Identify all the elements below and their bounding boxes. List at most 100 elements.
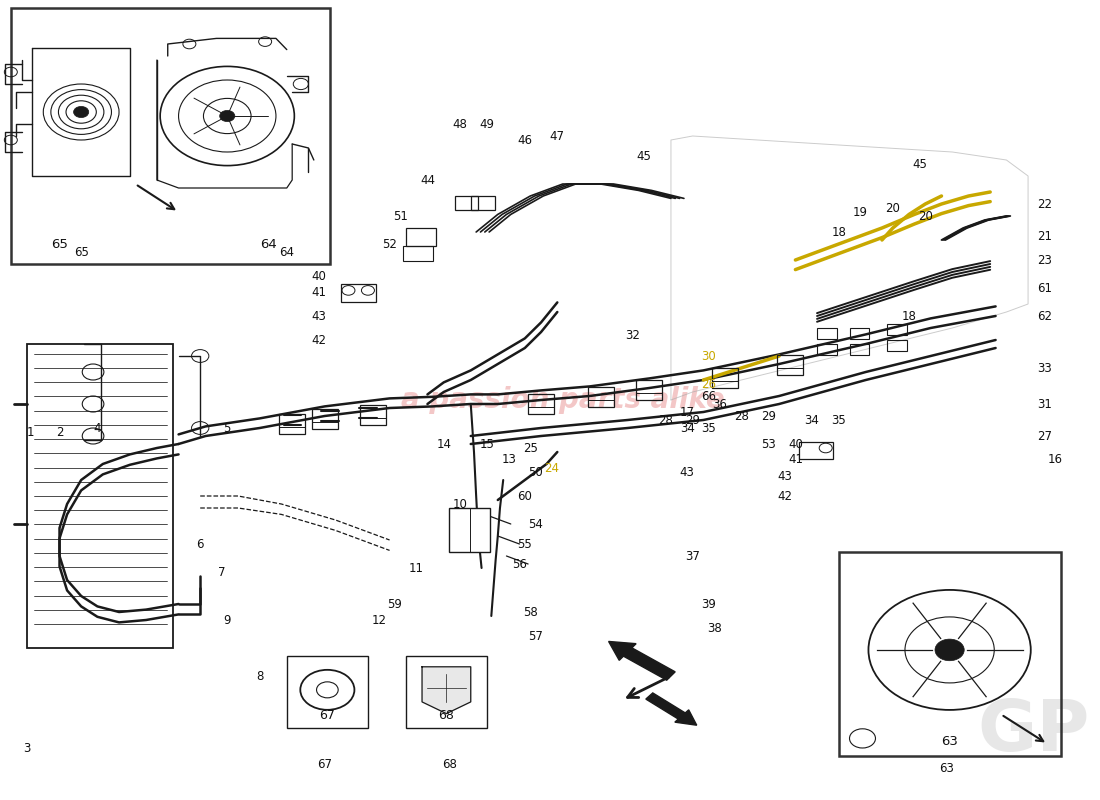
Circle shape — [935, 639, 965, 661]
Text: 48: 48 — [452, 118, 468, 130]
Text: a passion parts alike: a passion parts alike — [400, 386, 725, 414]
Bar — [817, 344, 836, 355]
FancyArrow shape — [608, 642, 675, 680]
FancyArrow shape — [646, 693, 696, 726]
Text: 49: 49 — [480, 118, 495, 130]
Text: 63: 63 — [942, 735, 958, 748]
Text: 52: 52 — [382, 238, 397, 250]
Text: 60: 60 — [517, 490, 532, 502]
Bar — [636, 380, 662, 400]
Text: 42: 42 — [311, 334, 327, 346]
Text: 18: 18 — [902, 310, 916, 322]
Text: 65: 65 — [74, 246, 89, 258]
Bar — [817, 328, 836, 339]
Bar — [849, 328, 869, 339]
Bar — [454, 196, 478, 210]
Text: 25: 25 — [522, 442, 538, 454]
Text: 64: 64 — [279, 246, 295, 258]
Bar — [888, 340, 906, 351]
Text: 18: 18 — [832, 226, 846, 238]
Text: 43: 43 — [311, 310, 327, 322]
Text: 67: 67 — [317, 758, 332, 770]
Polygon shape — [422, 666, 471, 714]
Text: 26: 26 — [702, 378, 716, 390]
Text: 33: 33 — [1037, 362, 1052, 374]
Bar — [777, 355, 803, 375]
Bar — [11, 8, 330, 264]
Text: 45: 45 — [637, 150, 651, 162]
Bar — [471, 196, 495, 210]
Text: 24: 24 — [544, 462, 560, 474]
Text: 17: 17 — [680, 406, 695, 418]
Circle shape — [74, 106, 89, 118]
Text: 34: 34 — [680, 422, 694, 434]
Text: 47: 47 — [550, 130, 564, 142]
Bar — [403, 246, 433, 261]
Text: 58: 58 — [522, 606, 538, 618]
Text: 40: 40 — [788, 438, 803, 450]
Text: 41: 41 — [311, 286, 327, 298]
Text: 12: 12 — [372, 614, 386, 626]
Text: 44: 44 — [420, 174, 434, 186]
Text: 29: 29 — [685, 414, 700, 426]
Text: 4: 4 — [94, 422, 101, 434]
Text: 46: 46 — [517, 134, 532, 146]
Text: 63: 63 — [939, 762, 955, 774]
Text: 43: 43 — [777, 470, 792, 482]
Text: 15: 15 — [480, 438, 494, 450]
Text: 57: 57 — [528, 630, 543, 642]
Text: 14: 14 — [437, 438, 451, 450]
Bar — [341, 284, 375, 302]
Text: 45: 45 — [912, 158, 927, 170]
Text: 28: 28 — [734, 410, 749, 422]
Text: 43: 43 — [680, 466, 694, 478]
Text: 59: 59 — [387, 598, 403, 610]
Text: 55: 55 — [517, 538, 532, 550]
Text: 32: 32 — [626, 330, 640, 342]
Text: 23: 23 — [1037, 254, 1052, 266]
Text: 10: 10 — [452, 498, 468, 510]
Bar — [849, 344, 869, 355]
Text: 7: 7 — [218, 566, 226, 578]
Bar — [406, 228, 436, 246]
Bar — [528, 394, 554, 414]
Bar — [449, 508, 491, 552]
Text: 28: 28 — [658, 414, 673, 426]
Circle shape — [220, 110, 234, 122]
Text: 67: 67 — [319, 710, 336, 722]
Text: 1: 1 — [26, 426, 34, 438]
Text: 11: 11 — [409, 562, 425, 574]
Bar — [279, 414, 305, 434]
Text: 8: 8 — [256, 670, 263, 682]
Text: 42: 42 — [777, 490, 792, 502]
Text: 20: 20 — [917, 210, 933, 222]
Text: 21: 21 — [1037, 230, 1052, 242]
Bar — [587, 387, 614, 407]
Text: 27: 27 — [1037, 430, 1052, 442]
Text: 2: 2 — [56, 426, 64, 438]
Text: 39: 39 — [702, 598, 716, 610]
Text: 9: 9 — [223, 614, 231, 626]
Text: 34: 34 — [804, 414, 820, 426]
Bar — [406, 656, 487, 728]
Text: 38: 38 — [707, 622, 722, 634]
Bar — [888, 324, 906, 335]
Text: 13: 13 — [502, 454, 516, 466]
Text: 37: 37 — [685, 550, 700, 562]
Text: 30: 30 — [702, 350, 716, 362]
Text: 65: 65 — [51, 238, 68, 250]
Text: 36: 36 — [712, 398, 727, 410]
Text: 22: 22 — [1037, 198, 1052, 210]
Text: GP: GP — [977, 698, 1090, 766]
Text: 5: 5 — [223, 422, 231, 434]
Bar — [838, 552, 1060, 756]
Text: 20: 20 — [886, 202, 900, 214]
Text: 68: 68 — [442, 758, 456, 770]
Bar — [361, 405, 386, 425]
Text: 29: 29 — [761, 410, 776, 422]
Text: 64: 64 — [260, 238, 277, 250]
Bar — [311, 409, 338, 429]
Text: 3: 3 — [23, 742, 31, 754]
Text: 35: 35 — [702, 422, 716, 434]
Text: 56: 56 — [512, 558, 527, 570]
